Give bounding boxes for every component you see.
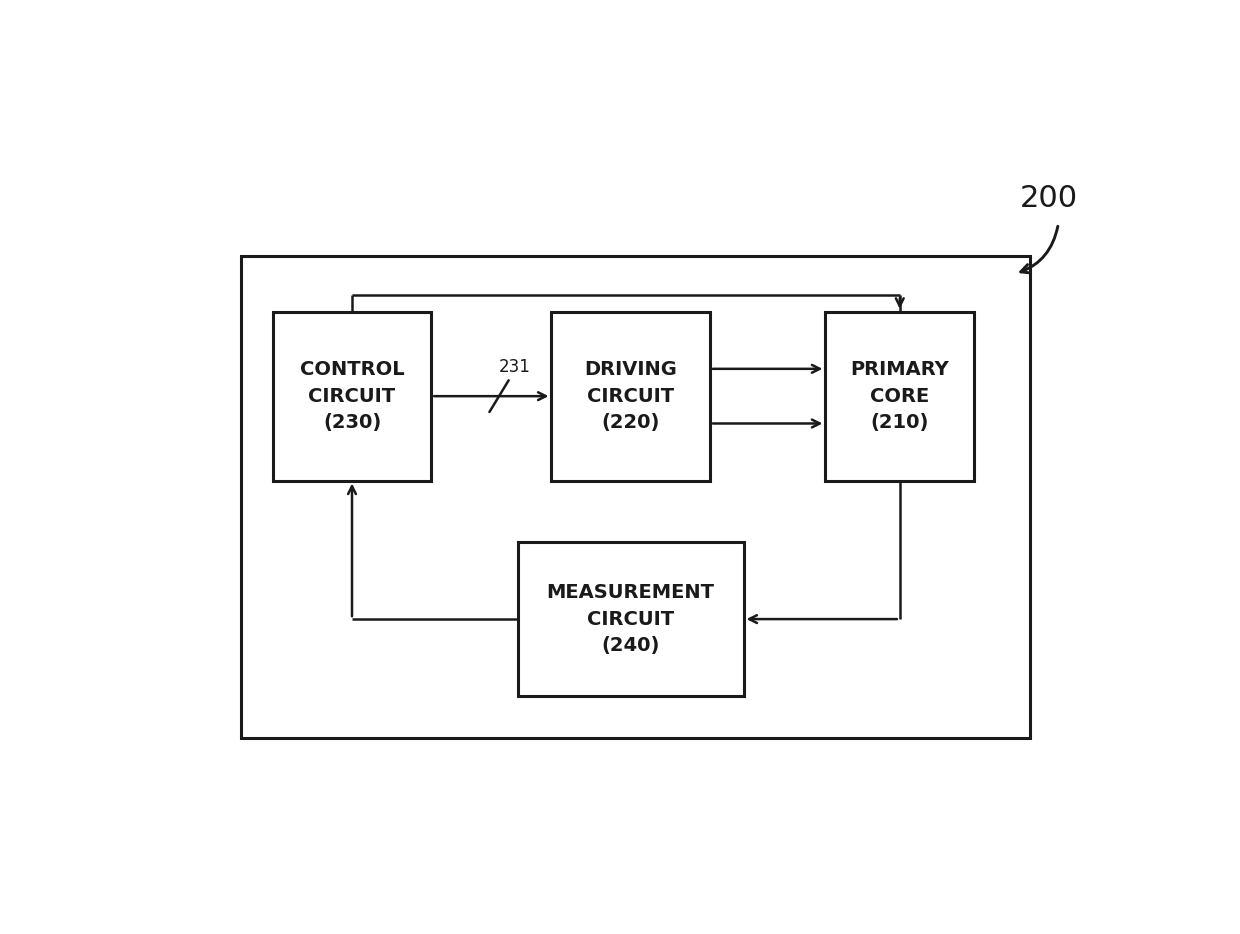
Bar bbox=[552, 312, 711, 481]
Text: 200: 200 bbox=[1019, 184, 1078, 213]
Bar bbox=[518, 542, 744, 697]
Bar bbox=[826, 312, 975, 481]
Text: 231: 231 bbox=[498, 358, 531, 376]
Bar bbox=[242, 256, 1029, 738]
Text: DRIVING
CIRCUIT
(220): DRIVING CIRCUIT (220) bbox=[584, 361, 677, 432]
Text: CONTROL
CIRCUIT
(230): CONTROL CIRCUIT (230) bbox=[300, 361, 404, 432]
Bar bbox=[273, 312, 432, 481]
Text: MEASUREMENT
CIRCUIT
(240): MEASUREMENT CIRCUIT (240) bbox=[547, 583, 714, 655]
Text: PRIMARY
CORE
(210): PRIMARY CORE (210) bbox=[851, 361, 949, 432]
